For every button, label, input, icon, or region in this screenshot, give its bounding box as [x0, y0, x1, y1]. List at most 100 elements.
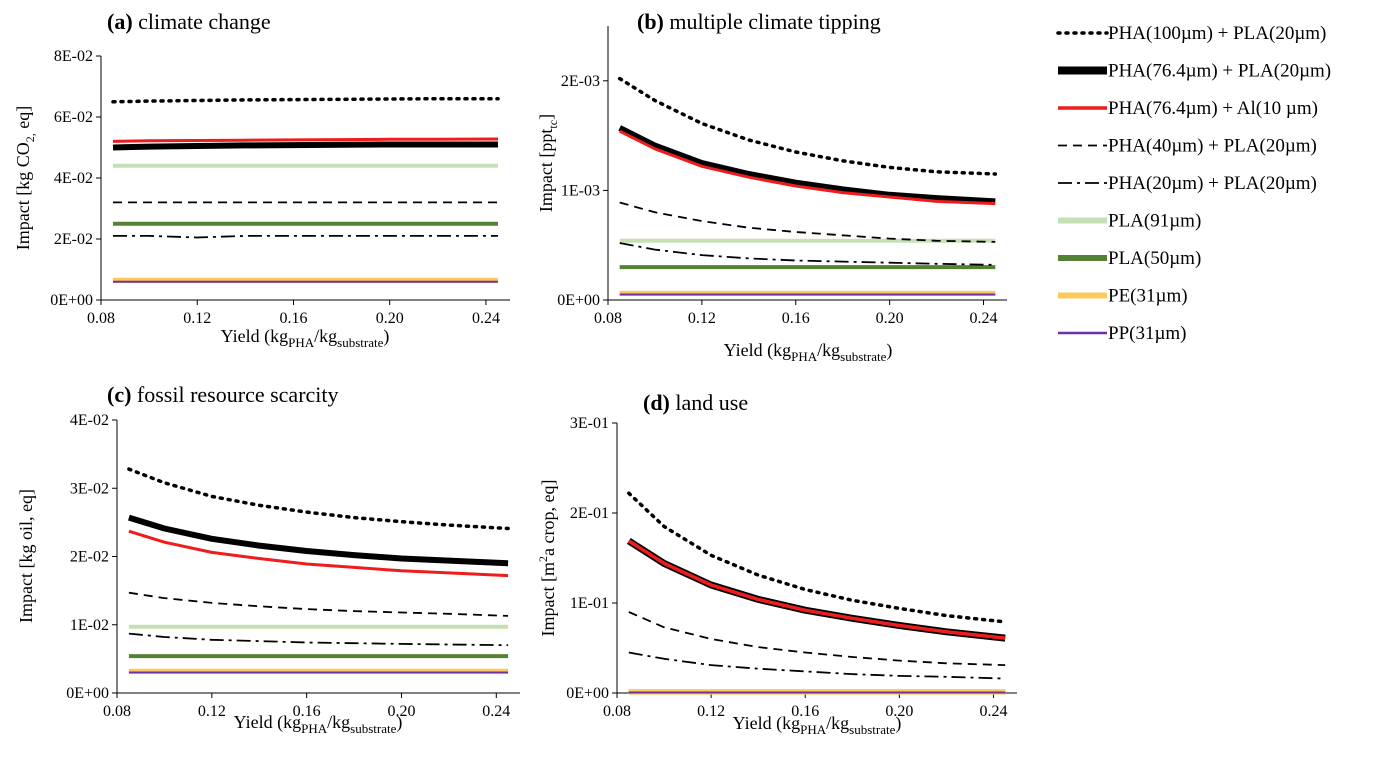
y-label-part: Impact [ppt — [536, 129, 556, 212]
series-line — [619, 242, 996, 266]
y-label-part: ] — [536, 114, 556, 120]
panel-title: (d) land use — [643, 390, 748, 415]
x-tick-label: 0.08 — [103, 703, 131, 720]
panel-title: (a) climate change — [107, 9, 271, 34]
y-tick-label: 2E-03 — [561, 73, 600, 90]
panel-title-text: multiple climate tipping — [664, 9, 881, 34]
y-label-sup: 2 — [536, 556, 550, 562]
y-axis-label: Impact [ppttc] — [536, 114, 560, 212]
panel-title: (c) fossil resource scarcity — [107, 382, 339, 407]
series-line — [618, 125, 996, 205]
y-tick-label: 8E-02 — [54, 48, 93, 65]
series-line — [619, 201, 996, 243]
y-label-sub: 2, — [23, 133, 37, 142]
y-tick-label: 2E-01 — [570, 505, 609, 522]
series-line — [128, 632, 509, 647]
series-line — [617, 76, 998, 176]
x-label-part: ) — [886, 340, 892, 361]
x-label-sub: substrate — [350, 721, 396, 736]
x-tick-label: 0.12 — [697, 703, 725, 720]
y-axis-label: Impact [kg oil, eq] — [16, 489, 36, 623]
legend: PHA(100µm) + PLA(20µm) PHA(76.4µm) + PLA(… — [1056, 23, 1331, 344]
legend-label: PHA(76.4µm) + PLA(20µm) — [1108, 61, 1331, 82]
y-label-part: a crop, eq] — [538, 480, 558, 556]
x-tick-label: 0.24 — [970, 310, 998, 327]
x-label-sub: PHA — [800, 722, 827, 737]
x-label-part: /kg — [314, 326, 337, 346]
y-tick-label: 4E-02 — [70, 412, 109, 429]
x-tick-label: 0.16 — [293, 703, 321, 720]
panel-title-text: land use — [670, 390, 748, 415]
y-label-part: Impact [kg CO — [13, 142, 33, 250]
legend-label: PHA(76.4µm) + Al(10 µm) — [1108, 98, 1318, 119]
x-tick-label: 0.16 — [782, 310, 810, 327]
y-tick-label: 1E-02 — [70, 617, 109, 634]
series-line — [627, 491, 1007, 624]
x-tick-label: 0.08 — [603, 703, 631, 720]
legend-label: PE(31µm) — [1108, 286, 1188, 307]
panel-title-text: fossil resource scarcity — [131, 382, 338, 407]
y-tick-label: 3E-01 — [570, 415, 609, 432]
series-line — [628, 651, 1006, 680]
series-line — [128, 591, 509, 617]
chart-panel-2: (c) fossil resource scarcity 0E+00 1E-02 2E… — [16, 382, 520, 736]
x-tick-label: 0.20 — [387, 703, 415, 720]
series-line — [619, 129, 996, 206]
x-tick-label: 0.16 — [279, 310, 307, 327]
chart-panel-0: (a) climate change 0E+00 2E-02 4E-02 6E-02 8E… — [13, 9, 510, 350]
x-label-part: ) — [895, 713, 901, 734]
legend-label: PLA(91µm) — [1108, 211, 1201, 232]
y-tick-label: 0E+00 — [50, 292, 93, 309]
x-axis-label: Yield (kgPHA/kgsubstrate) — [733, 713, 902, 737]
series-line — [627, 539, 1006, 640]
y-label-sub: tc — [546, 120, 560, 129]
x-tick-label: 0.20 — [876, 310, 904, 327]
panel-letter: (a) — [107, 9, 133, 34]
legend-label: PHA(40µm) + PLA(20µm) — [1108, 136, 1317, 157]
y-tick-label: 4E-02 — [54, 170, 93, 187]
y-tick-label: 1E-01 — [570, 595, 609, 612]
x-label-sub: substrate — [337, 335, 383, 350]
x-label-part: Yield (kg — [234, 712, 302, 733]
x-label-part: ) — [383, 326, 389, 347]
panel-title-text: climate change — [133, 9, 271, 34]
x-label-sub: substrate — [840, 349, 886, 364]
x-tick-label: 0.24 — [979, 703, 1007, 720]
series-line — [128, 514, 509, 567]
x-label-part: Yield (kg — [724, 340, 792, 361]
panel-letter: (d) — [643, 390, 670, 415]
y-label-part: Impact [kg oil, eq] — [16, 489, 36, 623]
series-line — [113, 235, 498, 239]
x-axis-label: Yield (kgPHA/kgsubstrate) — [221, 326, 390, 350]
x-label-part: Yield (kg — [221, 326, 289, 347]
y-tick-label: 2E-02 — [70, 549, 109, 566]
x-axis-label: Yield (kgPHA/kgsubstrate) — [724, 340, 893, 364]
x-label-sub: PHA — [288, 335, 315, 350]
series-line — [112, 141, 498, 151]
x-tick-label: 0.24 — [472, 310, 500, 327]
series-line — [628, 611, 1006, 666]
legend-label: PP(31µm) — [1108, 323, 1187, 344]
x-label-sub: PHA — [301, 721, 328, 736]
chart-panel-1: (b) multiple climate tipping 0E+00 1E-03 2E… — [536, 9, 1007, 364]
panel-title: (b) multiple climate tipping — [637, 9, 881, 34]
x-tick-label: 0.12 — [198, 703, 226, 720]
x-tick-label: 0.12 — [183, 310, 211, 327]
x-label-part: /kg — [327, 712, 350, 732]
x-tick-label: 0.08 — [594, 310, 622, 327]
y-tick-label: 0E+00 — [66, 685, 109, 702]
x-tick-label: 0.16 — [791, 703, 819, 720]
y-tick-label: 6E-02 — [54, 109, 93, 126]
series-line — [112, 137, 499, 143]
x-tick-label: 0.20 — [376, 310, 404, 327]
chart-panel-3: (d) land use 0E+00 1E-01 2E-01 3E-01 0.08 0.12… — [536, 390, 1017, 737]
y-tick-label: 1E-03 — [561, 182, 600, 199]
x-tick-label: 0.08 — [87, 310, 115, 327]
x-axis-label: Yield (kgPHA/kgsubstrate) — [234, 712, 403, 736]
x-tick-label: 0.12 — [688, 310, 716, 327]
x-label-part: ) — [396, 712, 402, 733]
panel-letter: (c) — [107, 382, 131, 407]
x-label-sub: substrate — [849, 722, 895, 737]
panel-letter: (b) — [637, 9, 664, 34]
series-line — [626, 537, 1006, 642]
